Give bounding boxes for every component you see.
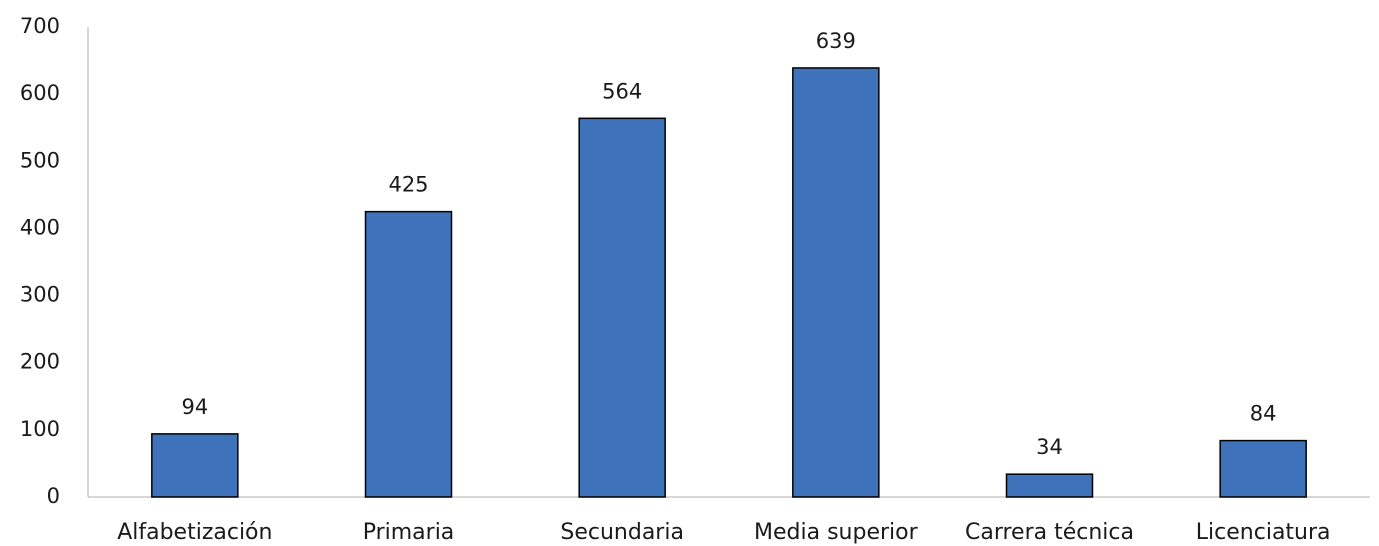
x-tick-label: Secundaria — [560, 520, 684, 545]
y-tick-label: 100 — [20, 417, 60, 441]
bar — [151, 433, 239, 498]
bar — [1219, 439, 1307, 498]
y-tick-label: 500 — [20, 148, 60, 172]
bar — [792, 67, 880, 498]
y-tick-label: 200 — [20, 350, 60, 374]
x-tick-label: Primaria — [363, 520, 455, 545]
bar — [578, 117, 666, 498]
value-label: 94 — [181, 395, 208, 419]
value-label: 564 — [602, 79, 642, 103]
x-tick-label: Carrera técnica — [965, 520, 1134, 545]
value-label: 425 — [388, 173, 428, 197]
y-tick-label: 0 — [47, 484, 60, 508]
y-tick-label: 400 — [20, 215, 60, 239]
x-tick-label: Licenciatura — [1196, 520, 1331, 545]
y-tick-label: 600 — [20, 81, 60, 105]
value-label: 34 — [1036, 435, 1063, 459]
x-tick-label: Alfabetización — [117, 520, 272, 545]
value-label: 84 — [1250, 402, 1277, 426]
bar — [364, 210, 453, 498]
y-tick-label: 700 — [20, 14, 60, 38]
bar — [1005, 473, 1094, 498]
x-tick-label: Media superior — [754, 520, 919, 545]
value-label: 639 — [816, 29, 856, 53]
y-tick-label: 300 — [20, 283, 60, 307]
